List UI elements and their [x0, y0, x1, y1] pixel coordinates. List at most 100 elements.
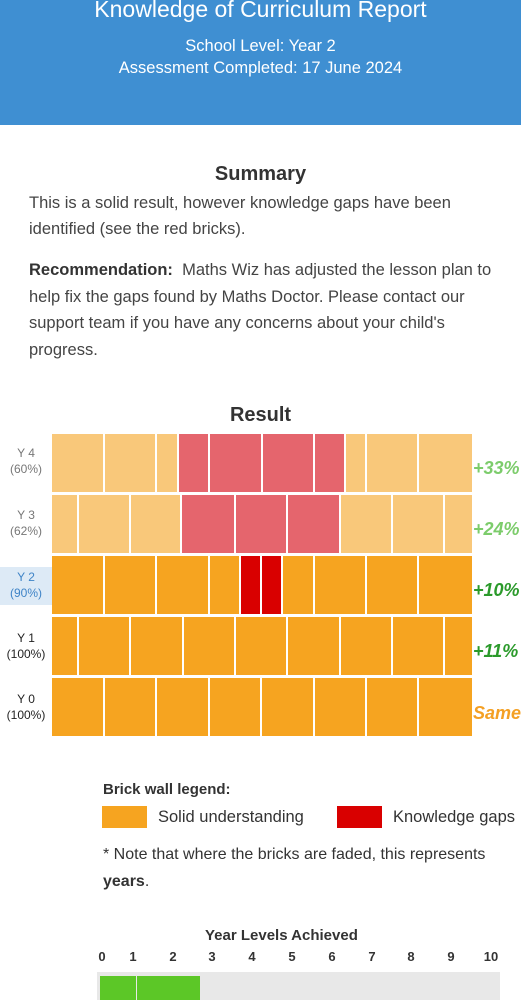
change-y1: +11% — [473, 641, 519, 661]
year-name: Y 2 — [17, 570, 35, 584]
year-levels-title: Year Levels Achieved — [205, 927, 358, 944]
gap-brick — [262, 556, 283, 614]
brick — [236, 617, 288, 675]
brick — [157, 434, 179, 492]
brick — [52, 678, 105, 736]
year-name: Y 1 — [17, 631, 35, 645]
year-label-y3: Y 3 (62%) — [0, 507, 52, 541]
report-title: Knowledge of Curriculum Report — [94, 0, 427, 22]
brick — [315, 556, 367, 614]
year-percent: (62%) — [9, 524, 42, 538]
brick — [393, 495, 445, 553]
brick — [419, 434, 472, 492]
brick — [184, 617, 236, 675]
school-level: School Level: Year 2 — [185, 37, 336, 55]
change-y2: +10% — [473, 580, 520, 600]
brick — [445, 617, 472, 675]
brick — [52, 617, 79, 675]
brick — [79, 617, 131, 675]
brick — [341, 495, 393, 553]
level-label: 4 — [248, 949, 256, 964]
brick — [288, 617, 341, 675]
change-y3: +24% — [473, 519, 520, 539]
summary-text: This is a solid result, however knowledg… — [29, 194, 451, 238]
brick — [445, 495, 472, 553]
brick — [346, 434, 367, 492]
brick — [367, 434, 419, 492]
recommendation-paragraph: Recommendation: Maths Wiz has adjusted t… — [29, 257, 509, 363]
year-percent: (100%) — [6, 708, 46, 722]
level-label: 5 — [288, 949, 296, 964]
note-period: . — [144, 873, 150, 890]
year-name: Y 3 — [17, 508, 35, 522]
summary-heading: Summary — [214, 163, 307, 185]
year-percent: (100%) — [6, 647, 46, 661]
gap-brick — [241, 556, 262, 614]
brick — [283, 556, 315, 614]
brick — [79, 495, 131, 553]
level-label: 1 — [129, 949, 137, 964]
note-text: * Note that where the bricks are faded, … — [103, 846, 486, 863]
level-label: 9 — [447, 949, 455, 964]
gaps-label: Knowledge gaps — [393, 808, 516, 826]
brick — [52, 434, 105, 492]
brick-row-y1 — [52, 617, 472, 675]
year-percent: (60%) — [9, 462, 42, 476]
brick — [105, 556, 157, 614]
year-label-y2: Y 2 (90%) — [0, 567, 52, 605]
level-label: 2 — [169, 949, 177, 964]
level-label: 0 — [98, 949, 106, 964]
achieved-segment — [164, 976, 200, 1000]
brick-row-y0 — [52, 678, 472, 736]
brick — [131, 495, 182, 553]
brick — [210, 678, 262, 736]
change-y4: +33% — [473, 458, 520, 478]
legend-title: Brick wall legend: — [103, 781, 231, 798]
brick — [105, 678, 157, 736]
faded-note: * Note that where the bricks are faded, … — [103, 841, 521, 895]
note-bold: years — [103, 873, 145, 890]
brick — [367, 556, 419, 614]
gap-brick — [182, 495, 236, 553]
year-name: Y 0 — [17, 692, 35, 706]
brick — [262, 678, 315, 736]
year-label-y1: Y 1 (100%) — [0, 630, 52, 664]
gap-brick — [179, 434, 210, 492]
assessment-date: Assessment Completed: 17 June 2024 — [118, 59, 403, 77]
level-label: 6 — [328, 949, 336, 964]
brick — [52, 495, 79, 553]
brick — [315, 678, 367, 736]
gap-swatch — [337, 806, 382, 828]
level-label: 3 — [208, 949, 216, 964]
solid-swatch — [102, 806, 147, 828]
solid-label: Solid understanding — [158, 808, 304, 826]
brick — [419, 678, 472, 736]
brick-row-y2 — [52, 556, 472, 614]
brick — [341, 617, 393, 675]
brick — [52, 556, 105, 614]
brick — [131, 617, 184, 675]
year-percent: (90%) — [9, 586, 42, 600]
gap-brick — [210, 434, 263, 492]
year-label-y4: Y 4 (60%) — [0, 445, 52, 483]
recommendation-label: Recommendation: — [29, 261, 173, 279]
change-y0: Same — [473, 703, 521, 723]
gap-brick — [263, 434, 315, 492]
brick — [393, 617, 445, 675]
year-name: Y 4 — [17, 446, 35, 460]
brick — [157, 678, 210, 736]
brick — [157, 556, 210, 614]
brick — [367, 678, 419, 736]
brick-row-y4 — [52, 434, 472, 492]
recommendation-text: Maths Wiz has adjusted the lesson plan t… — [29, 261, 492, 359]
level-label: 10 — [483, 949, 499, 964]
achieved-segment — [100, 976, 136, 1000]
gap-brick — [236, 495, 288, 553]
level-label: 7 — [368, 949, 376, 964]
result-heading: Result — [229, 404, 292, 426]
brick — [419, 556, 472, 614]
year-label-y0: Y 0 (100%) — [0, 691, 52, 725]
gap-brick — [315, 434, 346, 492]
brick-row-y3 — [52, 495, 472, 553]
brick — [210, 556, 241, 614]
